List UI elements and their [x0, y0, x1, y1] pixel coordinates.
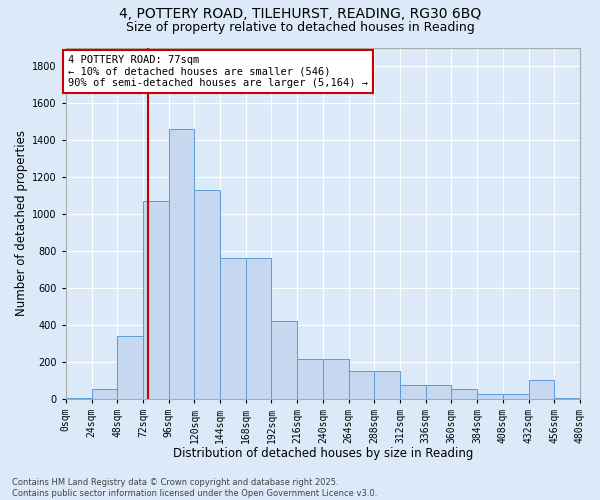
Bar [451, 390, 477, 398]
Bar [529, 380, 554, 398]
Bar [271, 321, 297, 398]
Y-axis label: Number of detached properties: Number of detached properties [15, 130, 28, 316]
Bar [117, 336, 143, 398]
Text: 4 POTTERY ROAD: 77sqm
← 10% of detached houses are smaller (546)
90% of semi-det: 4 POTTERY ROAD: 77sqm ← 10% of detached … [68, 55, 368, 88]
Text: 4, POTTERY ROAD, TILEHURST, READING, RG30 6BQ: 4, POTTERY ROAD, TILEHURST, READING, RG3… [119, 8, 481, 22]
Bar [169, 129, 194, 398]
Text: Contains HM Land Registry data © Crown copyright and database right 2025.
Contai: Contains HM Land Registry data © Crown c… [12, 478, 377, 498]
Bar [220, 258, 246, 398]
Bar [426, 384, 451, 398]
Bar [349, 371, 374, 398]
Bar [503, 394, 529, 398]
Bar [143, 201, 169, 398]
Bar [323, 359, 349, 399]
Bar [400, 384, 426, 398]
Bar [297, 359, 323, 399]
Text: Size of property relative to detached houses in Reading: Size of property relative to detached ho… [125, 21, 475, 34]
Bar [92, 390, 117, 398]
Bar [246, 258, 271, 398]
Bar [374, 371, 400, 398]
Bar [477, 394, 503, 398]
X-axis label: Distribution of detached houses by size in Reading: Distribution of detached houses by size … [173, 447, 473, 460]
Bar [194, 190, 220, 398]
